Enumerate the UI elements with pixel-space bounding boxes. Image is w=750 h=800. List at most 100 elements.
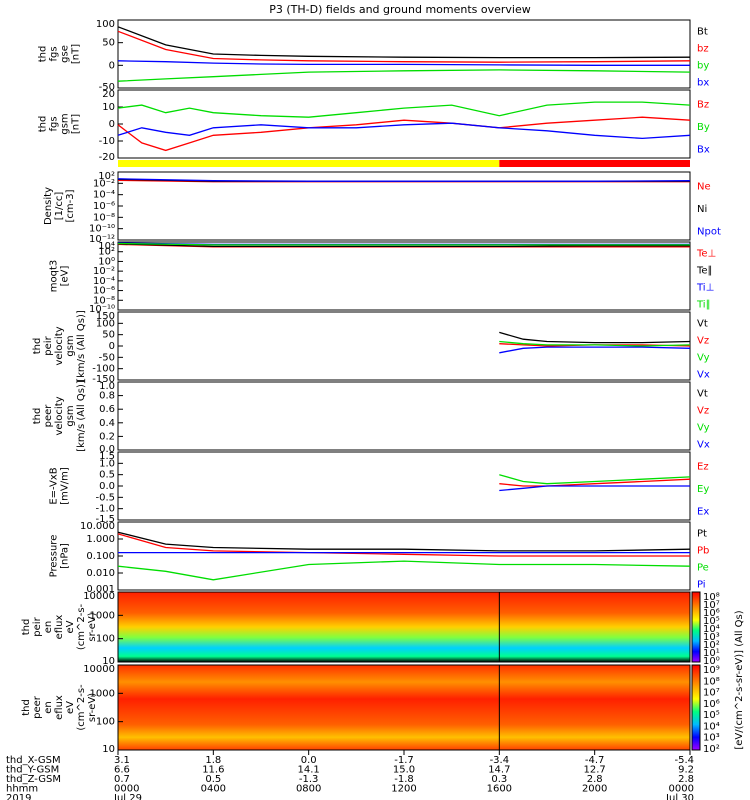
y-axis-label: gsm xyxy=(60,113,71,134)
y-tick-label: 1.0 xyxy=(99,458,115,469)
series-peir-velocity-Vt xyxy=(499,331,691,344)
y-axis-label: peer xyxy=(32,695,43,719)
colorbar-tick-label: 10⁴ xyxy=(703,721,720,732)
legend-entry: Ex xyxy=(697,507,709,518)
y-axis-label: eflux xyxy=(54,695,65,720)
y-axis-label: thd xyxy=(21,699,32,716)
ephemeris-cell: 3.1 xyxy=(114,755,130,766)
y-tick-label: -1.0 xyxy=(95,504,115,515)
ephemeris-row-label: hhmm xyxy=(6,784,38,795)
legend-entry: bx xyxy=(697,78,709,89)
ephemeris-cell: Jul 30 xyxy=(665,793,694,800)
legend-entry: Bz xyxy=(697,99,709,110)
y-axis-label: [mV/m] xyxy=(60,467,71,505)
ephemeris-cell: -1.7 xyxy=(394,755,414,766)
legend-entry: Ti∥ xyxy=(696,300,711,311)
legend-entry: Vz xyxy=(697,406,709,417)
y-axis-label: (cm^2-s- xyxy=(76,684,87,731)
legend-entry: Ti⊥ xyxy=(696,283,714,294)
colorbar-tick-label: 10⁶ xyxy=(703,699,720,710)
legend-entry: Vy xyxy=(697,423,710,434)
series-peir-velocity-Vy xyxy=(499,340,691,347)
colorbar-tick-label: 10⁰ xyxy=(703,656,720,667)
y-axis-label: sr-eV) xyxy=(87,612,98,641)
y-tick-label: 0.0 xyxy=(99,481,115,492)
panel-frame xyxy=(117,311,691,381)
y-tick-label: -150 xyxy=(92,374,115,385)
panel-frame xyxy=(117,381,691,451)
y-tick-label: -20 xyxy=(99,152,115,163)
y-tick-label: 0.2 xyxy=(99,431,115,442)
y-tick-label: 1.0 xyxy=(99,381,115,392)
panel-frame xyxy=(117,241,691,311)
legend-entry: Npot xyxy=(697,227,721,238)
legend-entry: Vy xyxy=(697,353,710,364)
ephemeris-cell: -1.8 xyxy=(394,774,414,785)
ephemeris-cell: 1.8 xyxy=(205,755,221,766)
ephemeris-row-label: thd_Z-GSM xyxy=(6,774,61,785)
legend-entry: Pi xyxy=(697,580,706,591)
spectrogram-image xyxy=(118,665,690,750)
panel-frame xyxy=(117,591,691,663)
ephemeris-cell: Jul 29 xyxy=(113,793,142,800)
legend-entry: Vt xyxy=(697,319,708,330)
ephemeris-cell: 0.5 xyxy=(205,774,221,785)
colorbar-ticks: 10⁸10⁷10⁶10⁵10⁴10³10²10¹10⁰10⁹10⁸10⁷10⁶1… xyxy=(703,592,720,755)
colorbar-tick-label: 10² xyxy=(703,640,720,651)
colorbar-tick-label: 10⁶ xyxy=(703,608,720,619)
y-axis-label: thd xyxy=(38,116,49,133)
y-axis-label: fgs xyxy=(49,46,60,61)
y-axis-label: [nT] xyxy=(71,44,82,64)
ephemeris-cell: 2.8 xyxy=(678,774,694,785)
ephemeris-cell: 1600 xyxy=(487,784,512,795)
y-tick-label: 100 xyxy=(96,19,115,30)
y-axis-label: gsm xyxy=(65,335,76,356)
y-tick-label: 20 xyxy=(102,89,115,100)
y-axis-label: peir xyxy=(43,335,54,355)
panel-frame xyxy=(117,89,691,159)
y-axis-label: eV xyxy=(65,620,76,633)
colorbar-tick-label: 10⁷ xyxy=(703,600,720,611)
y-tick-label: 10⁻⁴ xyxy=(93,190,115,201)
y-axis-label: velocity xyxy=(54,396,65,435)
y-tick-label: 10² xyxy=(98,171,115,182)
series-efield-Ex xyxy=(499,485,690,492)
y-axis-label: fgs xyxy=(49,116,60,131)
panel-peer-velocity: 1.00.8 0.6 0.4 0.2 0.0 thd peer velocity gsm [km/… xyxy=(32,380,710,455)
y-axis-label: gsm xyxy=(65,405,76,426)
y-tick-label: 0.6 xyxy=(99,404,115,415)
series-pressure-Pb xyxy=(117,533,690,557)
y-axis-label: thd xyxy=(32,338,43,355)
ephemeris-cell: 1200 xyxy=(391,784,416,795)
legend-entry: Pb xyxy=(697,546,709,557)
y-tick-label: 10000 xyxy=(83,591,115,602)
y-tick-label: 10⁻² xyxy=(93,266,115,277)
colorbar: [eV/(cm^2-s-sr-eV)] (All Qs) 10⁸10⁷10⁶10… xyxy=(691,591,745,755)
y-tick-label: 100 xyxy=(96,318,115,329)
y-tick-label: 10⁻⁴ xyxy=(93,276,115,287)
panel-peer-spectrogram: 10000 1000 100 10 thd peer en eflux eV (cm^2-s-sr… xyxy=(21,664,691,755)
y-axis-label: en xyxy=(43,621,54,634)
ephemeris-cell: 12.7 xyxy=(584,765,606,776)
ephemeris-cell: 2000 xyxy=(582,784,607,795)
y-axis-label: peer xyxy=(43,404,54,428)
mode-segment xyxy=(499,160,690,167)
series-density-Npot xyxy=(117,178,691,182)
y-tick-label: 10⁻⁶ xyxy=(93,286,115,297)
y-tick-label: 0.5 xyxy=(99,470,115,481)
legend-entry: Ne xyxy=(697,181,711,192)
y-tick-label: 10⁻⁸ xyxy=(93,295,115,306)
legend-entry: By xyxy=(697,122,710,133)
ephemeris-cell: 0000 xyxy=(669,784,694,795)
colorbar-tick-label: 10³ xyxy=(703,733,720,744)
series-pressure-Pt xyxy=(117,531,691,552)
y-axis-label: thd xyxy=(38,46,49,63)
colorbar-tick-label: 10³ xyxy=(703,632,720,643)
series-fgs-gsm-Bx xyxy=(117,122,691,140)
y-tick-label: -100 xyxy=(92,364,115,375)
ephemeris-cell: 0.0 xyxy=(301,755,317,766)
legend-entry: Ez xyxy=(697,461,709,472)
